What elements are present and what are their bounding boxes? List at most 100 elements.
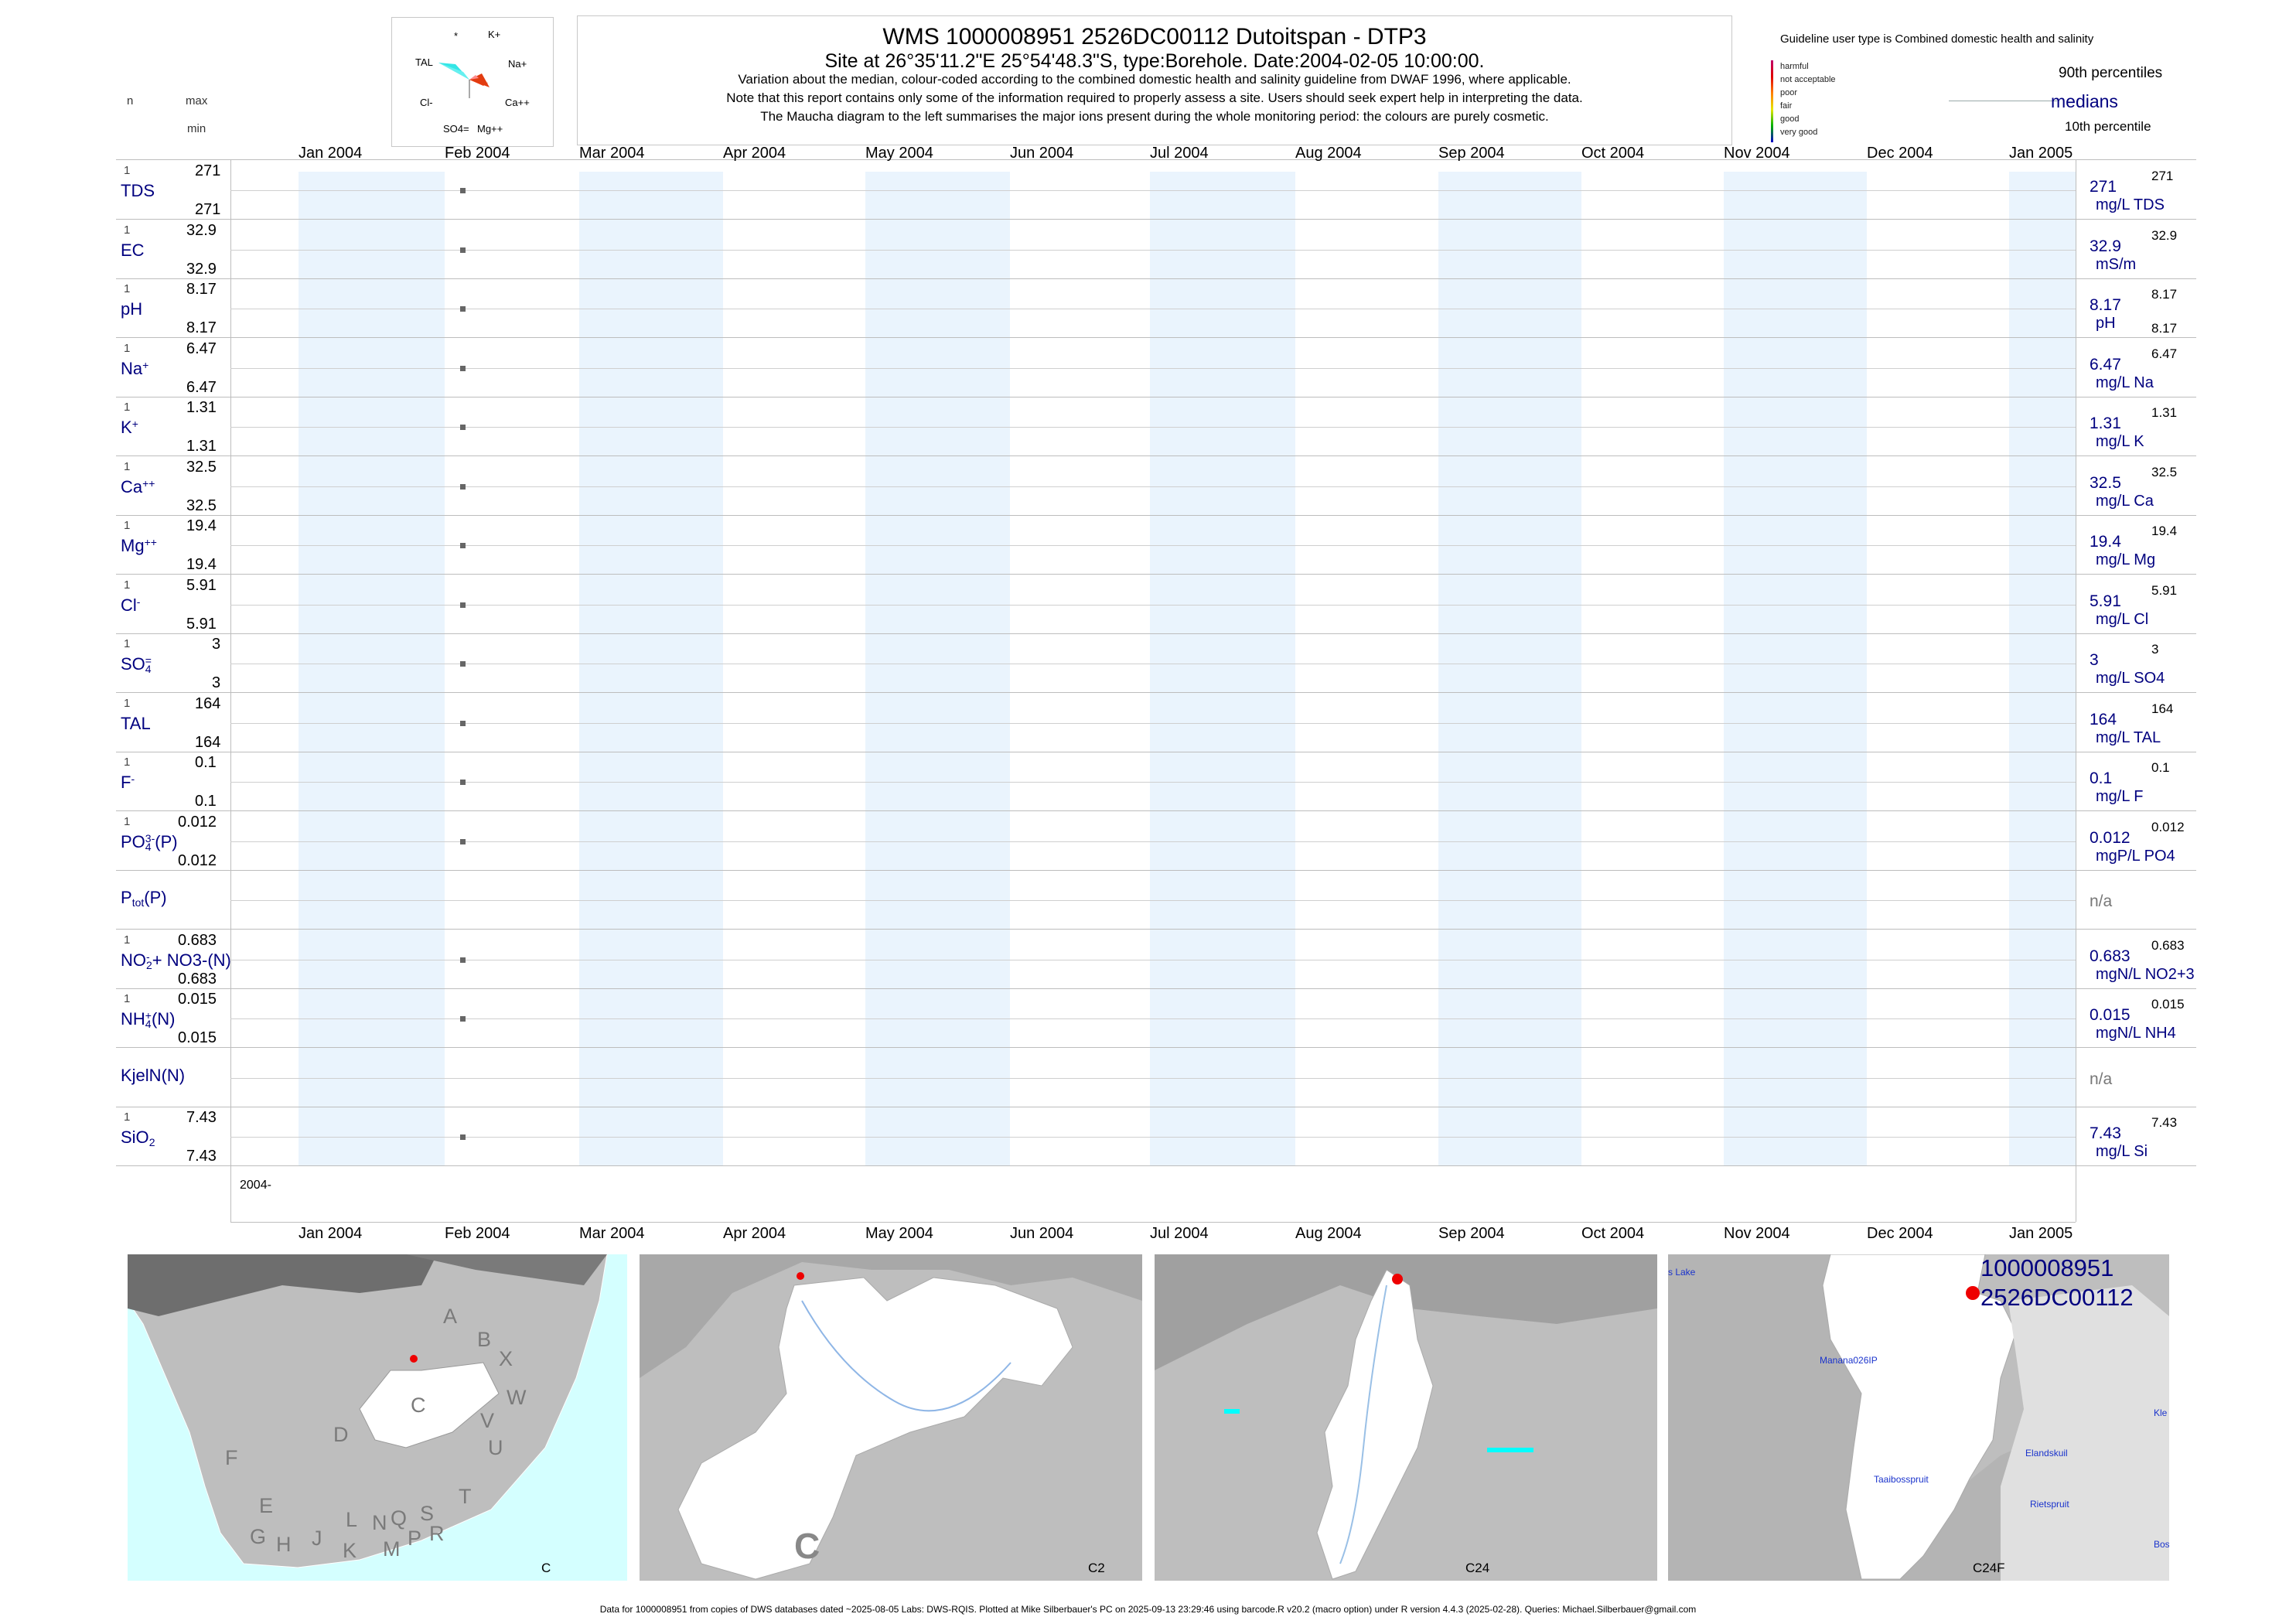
month-label-top: May 2004 (865, 145, 933, 162)
max-value-SiO2: 7.43 (186, 1109, 217, 1126)
param-label-sup: 3- (145, 832, 155, 845)
month-label-top: Jan 2005 (2009, 145, 2073, 162)
median-value-Na: 6.47 (2090, 356, 2121, 374)
month-label-bottom: Jul 2004 (1150, 1225, 1209, 1242)
c24-dark-north (1155, 1254, 1657, 1370)
map2-caption: C2 (1088, 1561, 1105, 1575)
data-point-SiO2 (460, 1134, 466, 1140)
min-header: min (187, 122, 206, 135)
p90-value-Cl: 5.91 (2151, 583, 2178, 598)
param-label-tail: (P) (155, 832, 178, 851)
param-label-text: Mg (121, 536, 145, 555)
max-value-EC: 32.9 (186, 222, 217, 239)
param-label-text: EC (121, 241, 145, 260)
p90-value-NO23: 0.683 (2151, 938, 2185, 953)
unit-label-PO4: mgP/L PO4 (2096, 848, 2175, 865)
median-value-TAL: 164 (2090, 711, 2117, 728)
month-label-top: Apr 2004 (723, 145, 786, 162)
sample-count-TDS: 1 (124, 164, 131, 177)
row-separator (116, 455, 2196, 456)
month-label-bottom: Apr 2004 (723, 1225, 786, 1242)
unit-label-Na: mg/L Na (2096, 374, 2154, 391)
median-line-NH4 (230, 1018, 2076, 1019)
sample-count-Mg: 1 (124, 519, 131, 532)
data-point-EC (460, 247, 466, 253)
max-value-NH4: 0.015 (178, 991, 217, 1008)
min-value-TDS: 271 (195, 201, 221, 218)
row-separator (116, 633, 2196, 634)
unit-label-F: mg/L F (2096, 788, 2144, 805)
param-label-text: TAL (121, 714, 151, 733)
median-line-Mg (230, 545, 2076, 546)
maucha-cl-label: Cl- (420, 97, 433, 108)
median-value-EC: 32.9 (2090, 237, 2121, 255)
month-band (579, 172, 723, 1166)
p90-value-NH4: 0.015 (2151, 997, 2185, 1012)
region-label-S: S (420, 1502, 435, 1525)
month-band (1150, 172, 1295, 1166)
min-value-F: 0.1 (195, 793, 217, 810)
min-value-TAL: 164 (195, 734, 221, 751)
month-label-top: Sep 2004 (1438, 145, 1505, 162)
p90-value-SO4: 3 (2151, 642, 2159, 657)
sample-count-TAL: 1 (124, 697, 131, 710)
p90-value-TAL: 164 (2151, 701, 2174, 716)
param-label-tail: (N) (151, 1009, 176, 1029)
param-label-SO4: SO = 4 (121, 654, 152, 674)
data-point-Mg (460, 543, 466, 548)
month-label-top: Oct 2004 (1581, 145, 1645, 162)
p90-value-pH: 8.17 (2151, 287, 2178, 302)
sa-site-marker (410, 1355, 418, 1363)
p10-value-pH: 8.17 (2151, 321, 2178, 336)
legend-scale-label: harmful (1780, 62, 1809, 71)
param-label-text: SiO (121, 1128, 149, 1147)
region-label-A: A (443, 1305, 458, 1328)
data-point-Ca (460, 484, 466, 490)
p90-value-EC: 32.9 (2151, 228, 2178, 243)
median-line-Na (230, 368, 2076, 369)
param-label-sub: 2 (146, 959, 152, 972)
c24f-east-light (2001, 1285, 2169, 1581)
param-label-text: NO (121, 950, 146, 970)
region-label-M: M (383, 1537, 401, 1561)
report-title: WMS 1000008951 2526DC00112 Dutoitspan - … (882, 24, 1427, 49)
unit-label-Cl: mg/L Cl (2096, 611, 2149, 628)
param-label-sup: - (146, 950, 150, 964)
c24-catchment (1316, 1269, 1434, 1580)
footer-text: Data for 1000008951 from copies of DWS d… (599, 1604, 1697, 1615)
year-label: 2004- (240, 1179, 271, 1192)
region-label-F: F (225, 1446, 238, 1469)
sample-count-K: 1 (124, 401, 131, 414)
median-value-SO4: 3 (2090, 651, 2099, 669)
guideline-title: Guideline user type is Combined domestic… (1780, 32, 2094, 46)
min-value-K: 1.31 (186, 438, 217, 455)
param-label-sub: 2 (148, 1136, 155, 1149)
region-label-E: E (259, 1494, 274, 1517)
unit-label-SO4: mg/L SO4 (2096, 670, 2165, 687)
maucha-mg-label: Mg++ (477, 123, 503, 135)
p90-value-F: 0.1 (2151, 760, 2170, 775)
unit-label-pH: pH (2096, 315, 2116, 332)
param-label-sup: - (131, 773, 135, 786)
sample-count-SiO2: 1 (124, 1111, 131, 1124)
param-label-script: tot (132, 890, 145, 908)
param-label-sub: 4 (145, 1018, 152, 1031)
maucha-star-label: * (454, 30, 459, 42)
param-label-Ca: Ca ++ (121, 477, 155, 497)
min-value-Mg: 19.4 (186, 556, 217, 573)
median-value-Mg: 19.4 (2090, 533, 2121, 551)
sample-count-NH4: 1 (124, 992, 131, 1005)
max-value-Ca: 32.5 (186, 459, 217, 476)
param-label-script: 2 (148, 1130, 155, 1149)
median-line-TDS (230, 190, 2076, 191)
max-value-TDS: 271 (195, 162, 221, 179)
row-separator (116, 573, 2196, 575)
place-label: Elandskuil (2025, 1448, 2068, 1459)
region-label-J: J (312, 1527, 322, 1550)
median-value-Ptot: n/a (2090, 892, 2113, 910)
param-label-text: pH (121, 299, 143, 319)
map3-caption: C24 (1465, 1561, 1490, 1575)
map2-big-label: C (794, 1526, 820, 1566)
legend-scale-label: very good (1780, 128, 1818, 137)
